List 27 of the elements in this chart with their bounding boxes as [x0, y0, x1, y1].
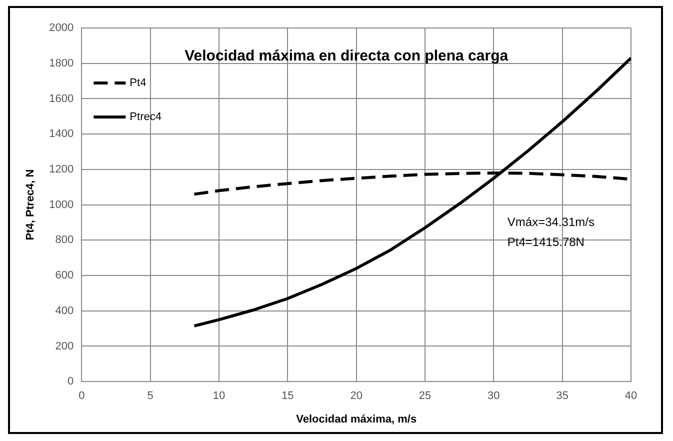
annotation: Pt4=1415.78N: [507, 234, 584, 249]
x-tick-label: 0: [78, 390, 85, 402]
legend-label: Ptrec4: [130, 111, 162, 124]
y-tick-label: 800: [55, 234, 74, 246]
y-tick-label: 200: [55, 340, 74, 352]
y-tick-label: 1200: [49, 163, 74, 176]
y-axis-title: Pt4, Ptrec4, N: [24, 169, 37, 240]
x-tick-label: 10: [212, 390, 226, 402]
x-tick-label: 40: [624, 390, 638, 402]
y-tick-label: 1000: [49, 198, 74, 211]
x-tick-label: 15: [282, 390, 294, 402]
legend-label: Pt4: [130, 77, 146, 90]
y-tick-label: 2000: [49, 22, 74, 34]
y-tick-label: 400: [55, 304, 74, 317]
y-tick-label: 1400: [49, 128, 74, 140]
x-tick-label: 35: [556, 390, 568, 402]
text: Velocidad máxima en directa con plena carga: [184, 47, 509, 64]
y-tick-label: 1600: [49, 92, 74, 105]
x-axis-title: Velocidad máxima, m/s: [296, 413, 417, 426]
x-tick-label: 25: [418, 390, 432, 402]
y-tick-label: 0: [68, 376, 74, 388]
annotation: Vmáx=34.31m/s: [507, 214, 594, 229]
x-tick-label: 30: [488, 390, 500, 402]
y-tick-label: 600: [55, 270, 74, 282]
x-tick-label: 20: [350, 390, 362, 402]
y-tick-label: 1800: [49, 57, 74, 70]
x-tick-label: 5: [147, 390, 154, 402]
